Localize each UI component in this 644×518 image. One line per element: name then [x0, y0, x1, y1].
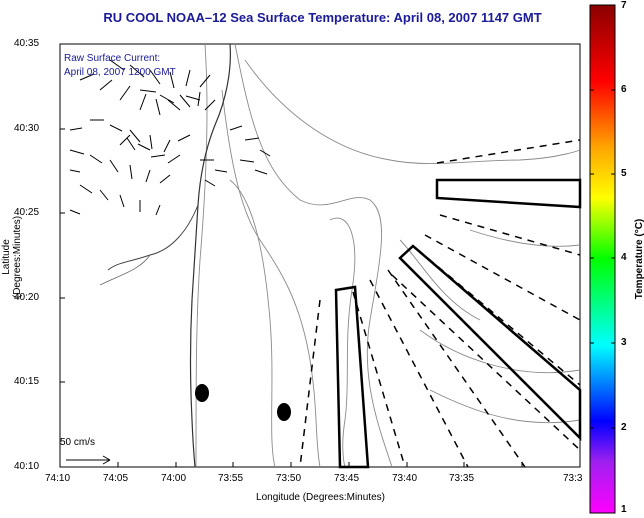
y-axis-label: Latitude (Degrees:Minutes)	[1, 215, 23, 299]
xtick-label: 73:50	[276, 473, 302, 484]
ytick-label: 40:20	[14, 292, 40, 303]
colorbar-tick: 2	[621, 422, 627, 433]
xtick-label: 73:55	[218, 473, 244, 484]
ytick-label: 40:25	[14, 207, 40, 218]
ytick-label: 40:15	[14, 376, 40, 387]
colorbar-tick: 4	[621, 252, 627, 263]
map-title: RU COOL NOAA–12 Sea Surface Temperature:…	[103, 10, 542, 25]
inlet-shore	[107, 204, 199, 271]
xtick-label: 74:05	[103, 473, 129, 484]
xtick-label: 74:00	[161, 473, 187, 484]
buoy-marker-1	[195, 384, 209, 402]
current-source-label: Raw Surface Current: April 08, 2007 1200…	[64, 52, 176, 80]
buoy-marker-2	[277, 403, 291, 421]
bathymetry-contours	[195, 43, 581, 468]
transect-lines	[299, 139, 581, 468]
colorbar-label: Temperature (°C)	[634, 218, 644, 300]
xtick-label: 73:3	[563, 473, 583, 484]
colorbar-tick: 7	[621, 0, 627, 11]
xtick-label: 73:35	[449, 473, 475, 484]
xtick-label: 73:40	[392, 473, 418, 484]
coastline	[189, 43, 231, 468]
axis-ticks	[60, 43, 523, 468]
ytick-label: 40:35	[14, 38, 40, 49]
ytick-label: 40:30	[14, 123, 40, 134]
plot-frame	[59, 43, 581, 468]
current-source-line1: Raw Surface Current:	[64, 53, 161, 64]
sampling-regions	[334, 178, 582, 469]
colorbar-tick: 6	[621, 84, 627, 95]
current-vectors	[69, 59, 271, 216]
x-axis-label: Longitude (Degrees:Minutes)	[256, 492, 385, 503]
colorbar	[589, 4, 616, 514]
scale-label: 50 cm/s	[60, 437, 96, 448]
xtick-label: 73:45	[334, 473, 360, 484]
ytick-label: 40:10	[14, 461, 40, 472]
current-source-line2: April 08, 2007 1200 GMT	[64, 67, 176, 78]
xtick-label: 74:10	[45, 473, 71, 484]
colorbar-tick: 5	[621, 168, 627, 179]
colorbar-tick: 1	[621, 504, 627, 515]
colorbar-tick: 3	[621, 337, 627, 348]
scale-arrow	[66, 455, 111, 465]
